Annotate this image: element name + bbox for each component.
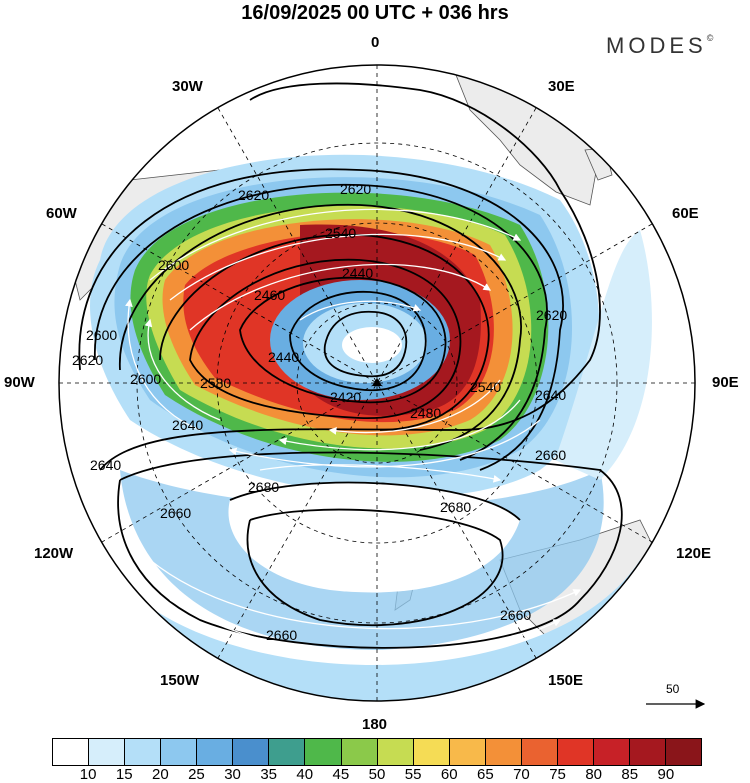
- contour-label: 2660: [160, 505, 191, 521]
- contour-label: 2660: [535, 447, 566, 463]
- colorbar-tick-label: 15: [115, 766, 133, 783]
- colorbar-tick-label: 50: [368, 766, 386, 783]
- contour-label: 2620: [536, 307, 567, 323]
- contour-label: 2640: [535, 387, 566, 403]
- contour-label: 2540: [470, 379, 501, 395]
- lon-label-120w: 120W: [34, 545, 74, 562]
- lon-label-60w: 60W: [46, 205, 77, 222]
- colorbar-tick-label: 65: [476, 766, 494, 783]
- colorbar-tick-label: 85: [621, 766, 639, 783]
- wind-speed-colorbar: [52, 738, 702, 766]
- contour-label: 2600: [130, 371, 161, 387]
- forecast-title: 16/09/2025 00 UTC + 036 hrs: [241, 2, 509, 24]
- colorbar-tick-label: 45: [332, 766, 350, 783]
- colorbar-swatch: [161, 739, 198, 765]
- wind-reference-label: 50: [666, 682, 680, 696]
- contour-2640: [99, 82, 601, 471]
- contour-label: 2620: [238, 187, 269, 203]
- contour-2660: [117, 451, 623, 649]
- contour-2460: [239, 276, 447, 404]
- colorbar-swatch: [449, 739, 486, 765]
- modes-logo: MODES©: [606, 33, 714, 58]
- contour-label: 2440: [268, 349, 299, 365]
- contour-2420: [323, 310, 408, 378]
- lon-label-30e: 30E: [548, 78, 575, 95]
- wind-vectors: [125, 208, 582, 656]
- colorbar-swatch: [630, 739, 667, 765]
- south-pole-marker: [372, 378, 382, 386]
- colorbar-tick-label: 55: [404, 766, 422, 783]
- colorbar-swatch: [341, 739, 378, 765]
- colorbar-swatch: [197, 739, 234, 765]
- lon-label-90w: 90W: [4, 374, 35, 391]
- contour-2680-north: [229, 481, 521, 521]
- colorbar-tick-label: 75: [549, 766, 566, 783]
- contour-label: 2600: [158, 257, 189, 273]
- colorbar-tick-label: 70: [513, 766, 530, 783]
- colorbar-swatch: [413, 739, 450, 765]
- contour-2440: [289, 290, 427, 392]
- colorbar-swatch: [485, 739, 522, 765]
- colorbar-swatch: [521, 739, 558, 765]
- colorbar-tick-label: 90: [657, 766, 675, 783]
- colorbar-swatch: [377, 739, 414, 765]
- contour-label: 2420: [330, 389, 361, 405]
- colorbar-tick-label: 40: [296, 766, 314, 783]
- colorbar-swatch: [125, 739, 162, 765]
- contour-label: 2620: [72, 352, 103, 368]
- graticule: [59, 65, 695, 701]
- colorbar-tick-label: 20: [151, 766, 169, 783]
- colorbar-swatch: [593, 739, 630, 765]
- colorbar-tick-label: 60: [440, 766, 458, 783]
- colorbar-swatch: [233, 739, 270, 765]
- contour-label: 2440: [342, 265, 373, 281]
- colorbar-tick-label: 25: [188, 766, 205, 783]
- colorbar-tick-label: 10: [79, 766, 97, 783]
- brand-text: MODES: [606, 33, 707, 58]
- lon-label-0: 0: [371, 34, 380, 51]
- wind-reference-arrow: [646, 699, 706, 709]
- contour-label: 2660: [500, 607, 531, 623]
- contour-label: 2640: [172, 417, 203, 433]
- contour-2580: [119, 204, 522, 451]
- contour-label: 2580: [200, 375, 231, 391]
- contour-label: 2660: [266, 627, 297, 643]
- colorbar-swatch: [53, 739, 90, 765]
- lon-label-150e: 150E: [548, 672, 584, 689]
- colorbar-swatch: [89, 739, 126, 765]
- lon-label-60e: 60E: [672, 205, 699, 222]
- contour-2600: [94, 183, 548, 461]
- lon-label-150w: 150W: [160, 672, 200, 689]
- contour-label: 2680: [248, 479, 279, 495]
- colorbar-ticks: 10 15 20 25 30 35 40 45 50 55 60 65 70 75 80 85 90: [52, 766, 702, 783]
- colorbar-swatch: [305, 739, 342, 765]
- lon-label-120e: 120E: [676, 545, 712, 562]
- colorbar-tick-label: 35: [260, 766, 277, 783]
- contour-label: 2680: [440, 499, 471, 515]
- contour-2680-loop: [246, 508, 504, 627]
- colorbar-tick-label: 80: [585, 766, 602, 783]
- contour-label: 2460: [254, 287, 285, 303]
- colorbar-swatch: [666, 739, 702, 765]
- contour-label: 2620: [340, 181, 371, 197]
- contour-label: 2540: [325, 225, 356, 241]
- lon-label-90e: 90E: [712, 374, 739, 391]
- colorbar-tick-label: 30: [224, 766, 241, 783]
- lon-label-180: 180: [362, 716, 388, 733]
- lon-label-30w: 30W: [172, 78, 203, 95]
- contour-2540: [159, 233, 490, 431]
- colorbar-swatch: [269, 739, 306, 765]
- globe-outline: [58, 64, 696, 702]
- colorbar-swatch: [557, 739, 594, 765]
- contour-labels: 2620 2620 2540 2600 2440 2460 2620 2600 …: [72, 181, 567, 643]
- contour-label: 2480: [410, 405, 441, 421]
- contour-label: 2640: [90, 457, 121, 473]
- contour-label: 2600: [86, 327, 117, 343]
- geopotential-contours: [78, 82, 623, 649]
- contour-2500: [189, 258, 462, 419]
